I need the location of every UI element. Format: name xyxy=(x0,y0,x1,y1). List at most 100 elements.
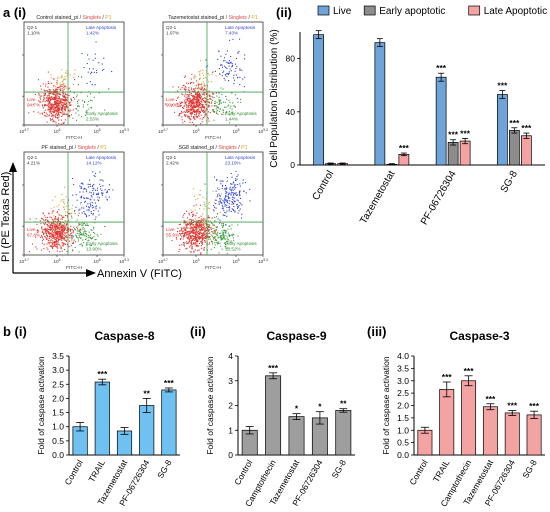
flow-event-dot xyxy=(53,242,55,244)
legend-label: Live xyxy=(333,6,352,17)
flow-event-dot xyxy=(228,234,230,236)
flow-event-dot xyxy=(63,216,65,218)
flow-event-dot xyxy=(198,111,200,113)
flow-event-dot xyxy=(186,231,188,233)
flow-event-dot xyxy=(234,106,236,108)
flow-event-dot xyxy=(59,222,61,224)
flow-event-dot xyxy=(224,230,226,232)
flow-event-dot xyxy=(90,229,92,231)
flow-event-dot xyxy=(188,240,190,242)
flow-event-dot xyxy=(198,96,200,98)
flow-event-dot xyxy=(44,105,46,107)
flow-event-dot xyxy=(190,242,192,244)
flow-event-dot xyxy=(231,176,233,178)
flow-event-dot xyxy=(203,111,205,113)
flow-event-dot xyxy=(83,242,85,244)
flow-event-dot xyxy=(201,101,203,103)
flow-event-dot xyxy=(187,224,189,226)
flow-event-dot xyxy=(211,231,213,233)
flow-event-dot xyxy=(190,103,192,105)
flow-event-dot xyxy=(213,176,215,178)
flow-event-dot xyxy=(225,232,227,234)
flow-event-dot xyxy=(207,224,209,226)
flow-event-dot xyxy=(208,101,210,103)
flow-event-dot xyxy=(202,235,204,237)
flow-event-dot xyxy=(111,71,113,73)
flow-event-dot xyxy=(192,211,194,213)
flow-event-dot xyxy=(63,238,65,240)
flow-event-dot xyxy=(53,215,55,217)
flow-event-dot xyxy=(92,68,94,70)
flow-event-dot xyxy=(195,96,197,98)
flow-event-dot xyxy=(186,98,188,100)
flow-event-dot xyxy=(216,95,218,97)
flow-event-dot xyxy=(57,76,59,78)
flow-event-dot xyxy=(220,234,222,236)
flow-event-dot xyxy=(200,108,202,110)
flow-event-dot xyxy=(66,113,68,115)
flow-event-dot xyxy=(61,84,63,86)
flow-event-dot xyxy=(60,248,62,250)
flow-event-dot xyxy=(193,214,195,216)
flow-event-dot xyxy=(212,243,214,245)
flow-event-dot xyxy=(62,93,64,95)
flow-event-dot xyxy=(193,111,195,113)
flow-event-dot xyxy=(217,187,219,189)
flow-event-dot xyxy=(199,111,201,113)
flow-event-dot xyxy=(54,107,56,109)
flow-event-dot xyxy=(182,122,184,124)
flow-event-dot xyxy=(203,237,205,239)
flow-event-dot xyxy=(207,243,209,245)
flow-event-dot xyxy=(61,101,63,103)
bar xyxy=(288,416,305,456)
flow-event-dot xyxy=(76,119,78,121)
flow-event-dot xyxy=(60,84,62,86)
flow-event-dot xyxy=(218,252,220,254)
flow-event-dot xyxy=(96,72,98,74)
flow-event-dot xyxy=(91,196,93,198)
flow-event-dot xyxy=(202,234,204,236)
flow-event-dot xyxy=(52,240,54,242)
flow-event-dot xyxy=(65,224,67,226)
flow-event-dot xyxy=(65,236,67,238)
flow-event-dot xyxy=(90,212,92,214)
flow-event-dot xyxy=(61,102,63,104)
flow-event-dot xyxy=(201,239,203,241)
flow-event-dot xyxy=(93,210,95,212)
flow-event-dot xyxy=(99,207,101,209)
flow-event-dot xyxy=(64,232,66,234)
flow-event-dot xyxy=(44,90,46,92)
flow-event-dot xyxy=(75,108,77,110)
flow-event-dot xyxy=(99,197,101,199)
flow-event-dot xyxy=(65,93,67,95)
flow-event-dot xyxy=(52,90,54,92)
y-axis-label: Fold of caspase activation xyxy=(36,356,46,455)
flow-event-dot xyxy=(234,188,236,190)
flow-event-dot xyxy=(195,104,197,106)
flow-event-dot xyxy=(240,98,242,100)
flow-event-dot xyxy=(51,97,53,99)
flow-event-dot xyxy=(188,110,190,112)
flow-event-dot xyxy=(86,205,88,207)
flow-event-dot xyxy=(198,233,200,235)
flow-event-dot xyxy=(200,204,202,206)
flow-event-dot xyxy=(183,111,185,113)
flow-event-dot xyxy=(43,111,45,113)
flow-event-dot xyxy=(62,79,64,81)
flow-event-dot xyxy=(88,207,90,209)
flow-event-dot xyxy=(225,74,227,76)
flow-event-dot xyxy=(197,83,199,85)
flow-event-dot xyxy=(78,99,80,101)
flow-event-dot xyxy=(49,111,51,113)
flow-event-dot xyxy=(197,240,199,242)
flow-event-dot xyxy=(61,229,63,231)
flow-event-dot xyxy=(60,247,62,249)
flow-event-dot xyxy=(91,84,93,86)
flow-event-dot xyxy=(57,117,59,119)
flow-event-dot xyxy=(89,244,91,246)
flow-event-dot xyxy=(46,238,48,240)
flow-event-dot xyxy=(183,234,185,236)
panel-label-b-ii: (ii) xyxy=(190,324,206,339)
flow-event-dot xyxy=(61,76,63,78)
flow-event-dot xyxy=(74,246,76,248)
